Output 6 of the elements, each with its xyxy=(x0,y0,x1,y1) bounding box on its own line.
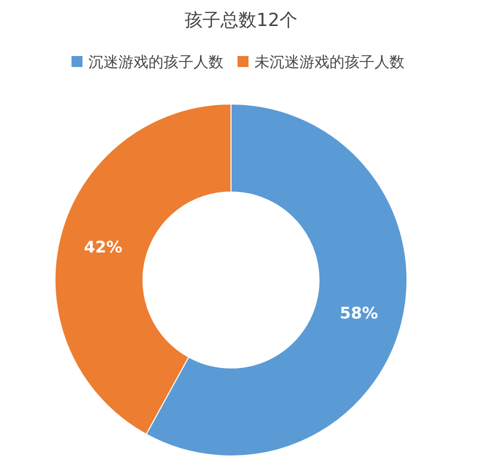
title: 孩子总数12个 xyxy=(184,10,298,31)
legend: 沉迷游戏的孩子人数 未沉迷游戏的孩子人数 xyxy=(72,53,404,71)
data-label: 58% xyxy=(340,303,378,322)
legend-label: 沉迷游戏的孩子人数 xyxy=(88,53,224,71)
legend-label: 未沉迷游戏的孩子人数 xyxy=(254,53,404,71)
data-label: 42% xyxy=(84,238,122,257)
